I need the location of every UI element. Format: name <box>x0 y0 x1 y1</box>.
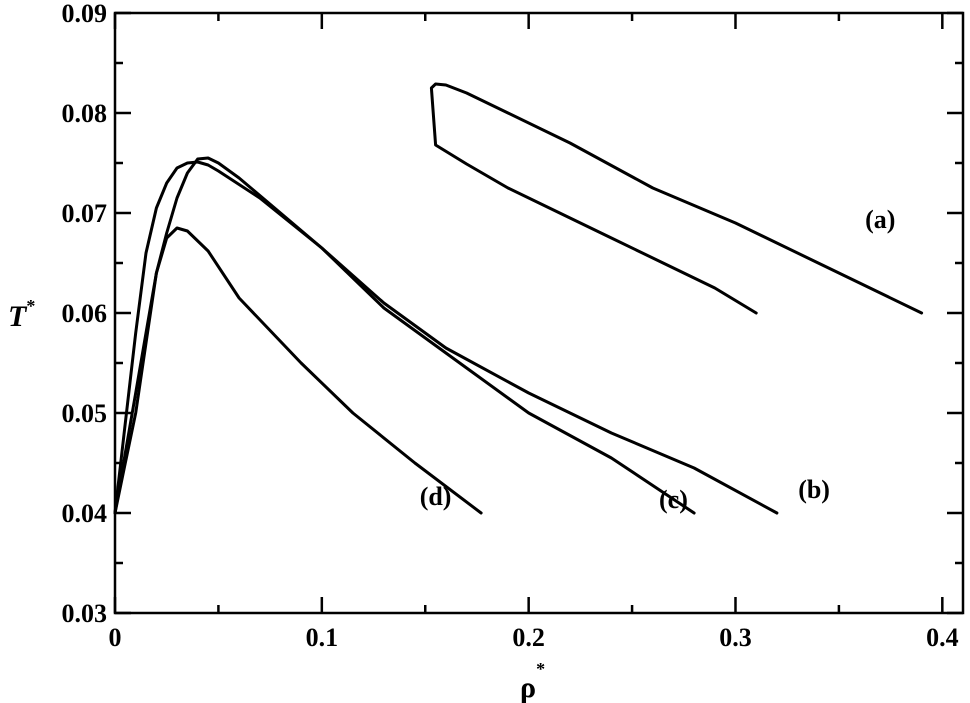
x-tick-label: 0.3 <box>719 623 752 652</box>
series-line <box>113 156 779 515</box>
series-label: (c) <box>659 485 688 514</box>
series-label: (b) <box>798 475 830 504</box>
series-label: (d) <box>420 482 452 511</box>
y-tick-label: 0.07 <box>62 199 108 228</box>
x-axis-label-superscript: * <box>536 659 545 679</box>
x-tick-label: 0 <box>109 623 122 652</box>
x-tick-label: 0.4 <box>926 623 959 652</box>
x-tick-label: 0.1 <box>306 623 339 652</box>
axis-ticks: 0.03 0.04 0.05 0.06 0.07 0.08 0.09 0 0.1 0.2 0.3 0.… <box>62 0 963 652</box>
series-line <box>429 82 924 315</box>
series-label: (a) <box>865 205 895 234</box>
y-tick-label: 0.05 <box>62 399 108 428</box>
plot-frame <box>113 11 965 615</box>
x-tick-label: 0.2 <box>512 623 545 652</box>
y-axis-label: T* <box>8 296 35 333</box>
y-tick-label: 0.04 <box>62 499 108 528</box>
series-line <box>113 160 696 515</box>
curve-labels: (a) (b) (c) (d) <box>420 205 896 514</box>
y-axis-label-superscript: * <box>26 296 35 316</box>
y-tick-label: 0.06 <box>62 299 108 328</box>
y-tick-label: 0.09 <box>62 0 108 28</box>
curves <box>113 82 924 515</box>
y-tick-label: 0.08 <box>62 99 108 128</box>
series-line <box>113 226 483 515</box>
y-tick-label: 0.03 <box>62 599 108 628</box>
x-axis-label: ρ* <box>520 659 545 703</box>
